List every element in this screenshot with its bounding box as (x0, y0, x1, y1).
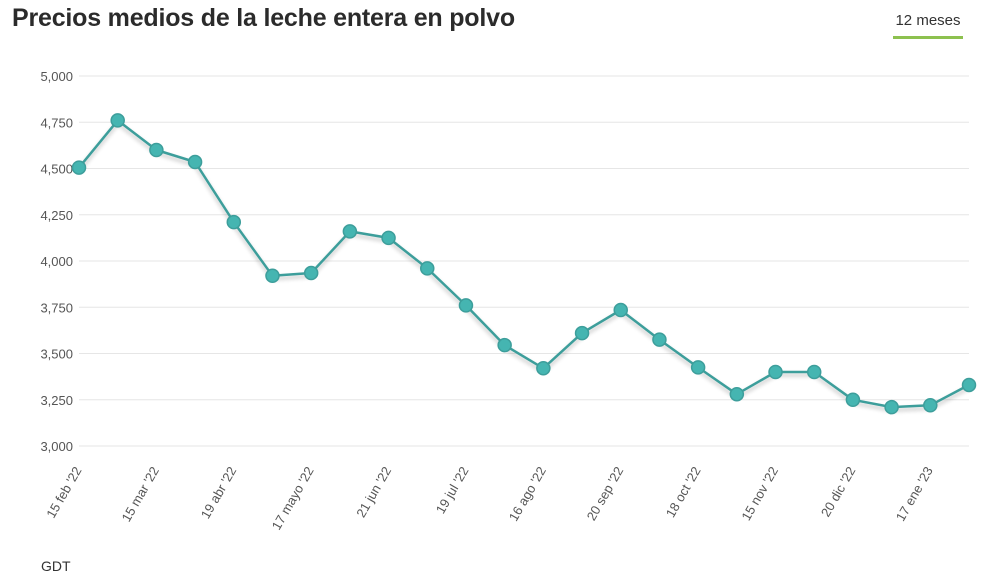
x-tick-label: 15 nov '22 (738, 464, 781, 523)
y-tick-label: 4,750 (40, 115, 73, 130)
data-point[interactable] (536, 361, 551, 376)
series-group (78, 119, 970, 409)
chart-title: Precios medios de la leche entera en pol… (12, 4, 515, 32)
data-point[interactable] (497, 337, 512, 353)
data-point[interactable] (110, 113, 125, 128)
markers-group (71, 113, 977, 415)
range-tab-12-months[interactable]: 12 meses (893, 12, 963, 39)
data-point[interactable] (690, 360, 706, 375)
x-tick-label: 17 ene '23 (893, 464, 936, 524)
data-point[interactable] (923, 398, 938, 413)
y-tick-label: 5,000 (40, 69, 73, 84)
y-tick-label: 3,250 (40, 393, 73, 408)
y-tick-label: 3,750 (40, 300, 73, 315)
y-axis: 3,000 3,250 3,500 3,750 4,000 4,250 4,500 4,750… (40, 69, 73, 454)
x-tick-label: 18 oct '22 (663, 464, 704, 520)
data-point[interactable] (768, 364, 783, 380)
y-tick-label: 4,250 (40, 208, 73, 223)
data-point[interactable] (71, 160, 87, 175)
x-tick-label: 15 feb '22 (43, 464, 84, 521)
x-axis: 15 feb '22 15 mar '22 19 abr '22 17 mayo '2… (43, 464, 936, 532)
x-tick-label: 16 ago '22 (506, 464, 549, 524)
data-point[interactable] (729, 386, 745, 402)
x-tick-label: 17 mayo '22 (269, 464, 317, 532)
x-tick-label: 20 dic '22 (818, 464, 859, 519)
data-point[interactable] (884, 399, 899, 415)
data-point[interactable] (149, 142, 164, 158)
x-tick-label: 15 mar '22 (118, 464, 161, 524)
x-tick-label: 20 sep '22 (584, 464, 627, 523)
data-point[interactable] (342, 224, 358, 239)
data-point[interactable] (574, 325, 590, 341)
data-point[interactable] (458, 298, 474, 313)
data-point[interactable] (845, 392, 861, 407)
grid-lines (79, 75, 969, 447)
data-point[interactable] (303, 265, 319, 281)
x-tick-label: 21 jun '22 (353, 464, 394, 520)
x-tick-label: 19 abr '22 (198, 464, 240, 521)
data-point[interactable] (961, 377, 977, 393)
data-point[interactable] (806, 364, 822, 380)
data-point[interactable] (226, 214, 242, 230)
data-point[interactable] (613, 302, 628, 318)
data-point[interactable] (265, 268, 280, 284)
data-point[interactable] (652, 332, 667, 347)
y-tick-label: 3,000 (40, 439, 73, 454)
data-point[interactable] (420, 261, 435, 276)
y-tick-label: 3,500 (40, 347, 73, 362)
source-label: GDT (41, 558, 71, 574)
y-tick-label: 4,500 (40, 162, 73, 177)
data-point[interactable] (381, 230, 396, 246)
x-tick-label: 19 jul '22 (433, 464, 472, 516)
data-point[interactable] (187, 154, 203, 170)
y-tick-label: 4,000 (40, 254, 73, 269)
series-line (78, 119, 970, 409)
